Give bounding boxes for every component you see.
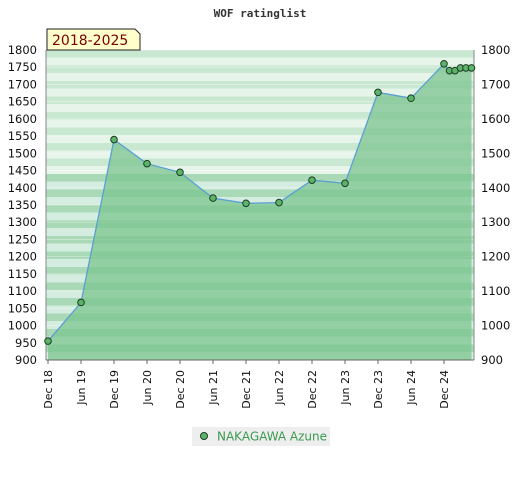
x-tick-label: Jun 20 (141, 370, 154, 406)
y-tick-label: 1650 (8, 95, 37, 109)
y-tick-label: 1250 (8, 232, 37, 246)
y-tick-label: 1150 (8, 267, 37, 281)
plot-band (46, 143, 474, 151)
x-axis-labels: Dec 18 Jun 19 Dec 19 Jun 20 Dec 20 Jun 21 Dec … (42, 360, 451, 409)
y-tick-label-right: 1300 (481, 215, 510, 229)
y-tick-label: 950 (15, 336, 37, 350)
y-tick-label: 1000 (8, 319, 37, 333)
data-point (440, 59, 448, 68)
y-tick-label: 1550 (8, 129, 37, 143)
plot-band (46, 50, 474, 58)
y-tick-label-right: 1500 (481, 146, 510, 160)
data-point (275, 198, 283, 207)
period-badge: 2018-2025 (46, 28, 141, 51)
y-tick-label: 1800 (8, 43, 37, 57)
plot-band (46, 150, 474, 159)
x-tick-label: Dec 20 (174, 370, 187, 409)
y-tick-label: 1050 (8, 301, 37, 315)
y-tick-label: 1750 (8, 60, 37, 74)
x-tick-label: Dec 21 (240, 370, 253, 409)
y-tick-label-right: 1700 (481, 77, 510, 91)
data-point (209, 194, 217, 202)
plot-band (46, 88, 474, 97)
chart-title: WOF ratinglist (214, 7, 307, 20)
plot-band (46, 112, 474, 120)
x-tick-label: Dec 22 (306, 370, 319, 409)
data-point (407, 94, 415, 103)
x-tick-label: Jun 21 (207, 370, 220, 406)
x-tick-label: Jun 23 (339, 370, 352, 406)
x-tick-label: Dec 19 (108, 370, 121, 409)
y-tick-label: 900 (15, 353, 37, 367)
y-tick-label-right: 1100 (481, 284, 510, 298)
plot-band (46, 181, 474, 190)
plot-band (46, 73, 474, 81)
data-point (143, 159, 151, 168)
y-tick-label: 1700 (8, 77, 37, 91)
y-tick-label-right: 900 (481, 353, 503, 367)
data-point (341, 179, 349, 188)
period-label: 2018-2025 (52, 33, 128, 49)
y-tick-label: 1200 (8, 250, 37, 264)
plot-band (46, 197, 474, 205)
y-tick-label: 1300 (8, 215, 37, 229)
plot-band (46, 96, 474, 105)
y-axis-left-labels: 900 950 1000 1050 1100 1150 1200 1250 1300 1350 14… (8, 43, 37, 367)
rating-area (48, 63, 472, 361)
y-tick-label: 1450 (8, 164, 37, 178)
y-tick-label-right: 1400 (481, 181, 510, 195)
y-tick-label: 1350 (8, 198, 37, 212)
plot-band (46, 135, 474, 143)
plot-band (46, 166, 474, 174)
plot-band (46, 119, 474, 128)
x-tick-label: Dec 18 (42, 370, 55, 409)
x-tick-label: Jun 19 (75, 370, 88, 406)
plot-band (46, 57, 474, 66)
y-tick-label: 1100 (8, 284, 37, 298)
y-axis-right-labels: 900 1000 1100 1200 1300 1400 1500 1600 1700 1800 (481, 43, 510, 367)
y-tick-label: 1600 (8, 112, 37, 126)
plot-band (46, 65, 474, 74)
data-point (77, 298, 85, 307)
plot-band (46, 174, 474, 182)
legend-marker-icon (200, 432, 208, 440)
y-tick-label-right: 1800 (481, 43, 510, 57)
legend-box (192, 427, 330, 446)
y-tick-label-right: 1200 (481, 250, 510, 264)
x-tick-label: Dec 23 (372, 370, 385, 409)
y-tick-label-right: 1000 (481, 319, 510, 333)
x-tick-label: Jun 22 (273, 370, 286, 406)
plot-band (46, 158, 474, 167)
plot-band (46, 127, 474, 136)
y-tick-label: 1400 (8, 181, 37, 195)
data-point (308, 176, 316, 184)
data-point (44, 337, 52, 345)
data-point (176, 168, 184, 177)
y-tick-label: 1500 (8, 146, 37, 160)
y-tick-label-right: 1600 (481, 112, 510, 126)
data-point (467, 64, 476, 72)
plot-band (46, 189, 474, 198)
data-point (374, 88, 382, 97)
legend-series-label: NAKAGAWA Azune (217, 430, 327, 444)
legend[interactable]: NAKAGAWA Azune (192, 427, 330, 446)
data-point (110, 135, 118, 144)
x-tick-label: Jun 24 (405, 370, 418, 406)
data-point (242, 199, 250, 208)
x-tick-label: Dec 24 (438, 370, 451, 409)
plot-band (46, 104, 474, 112)
plot-band (46, 81, 474, 89)
data-markers (44, 59, 476, 345)
